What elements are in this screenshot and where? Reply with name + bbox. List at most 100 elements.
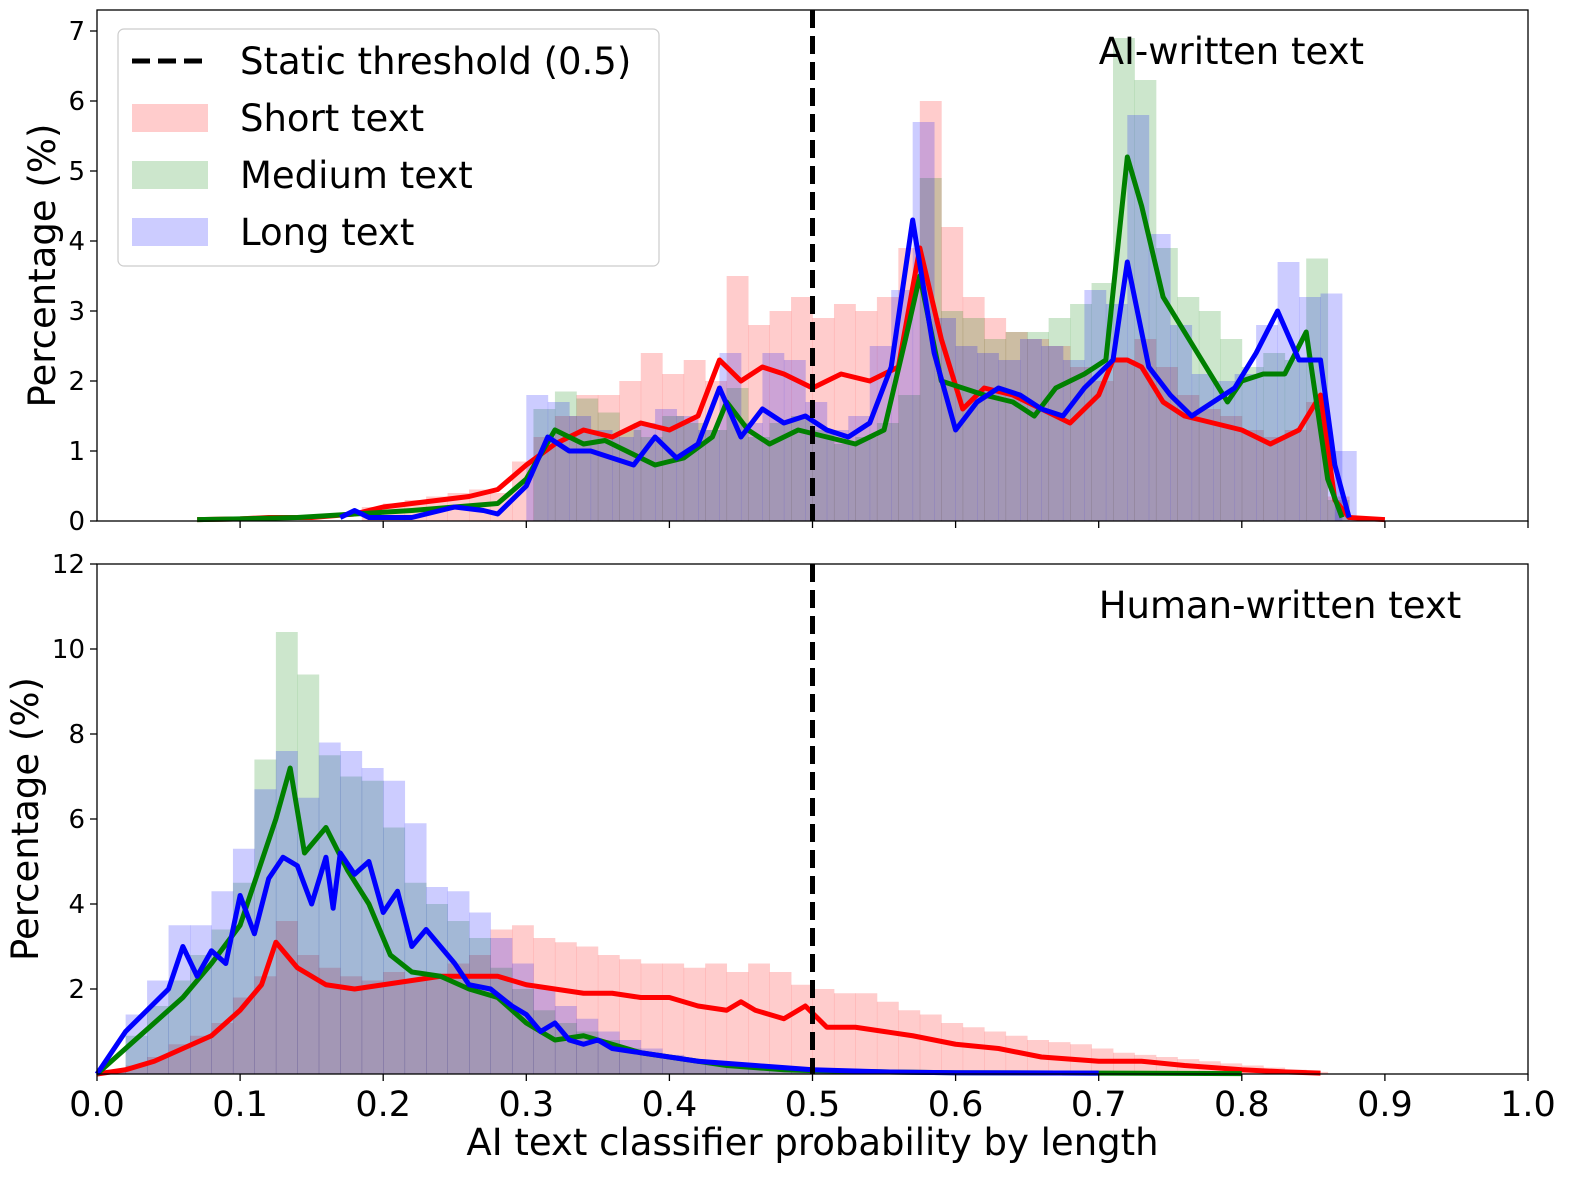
- human-written-short-text-hist-bar: [683, 967, 706, 1074]
- ai-written-medium-text-hist-bar: [876, 423, 899, 521]
- ai-written-y-tick-label: 2: [68, 367, 85, 397]
- human-written-short-text-hist-bar: [533, 938, 556, 1074]
- ai-written-medium-text-hist-bar: [855, 437, 878, 521]
- ai-written-long-text-hist-bar: [783, 360, 806, 521]
- legend: Static threshold (0.5) Short text Medium t…: [117, 28, 660, 267]
- human-written-short-text-hist-bar: [791, 984, 813, 1074]
- human-written-short-text-hist-bar: [662, 963, 685, 1074]
- ai-written-medium-text-hist-bar: [791, 416, 813, 521]
- ai-written-long-text-hist-bar: [547, 402, 570, 521]
- ai-written-short-text-hist-bar: [1241, 430, 1264, 521]
- ai-written-short-text-hist-bar: [791, 297, 813, 521]
- ai-written-medium-text-hist-bar: [898, 395, 921, 521]
- human-written-short-text-hist-bar: [426, 976, 448, 1074]
- human-written-short-text-hist-bar: [705, 963, 728, 1074]
- ai-written-long-text-hist-bar: [955, 346, 978, 521]
- ai-written-medium-text-hist-bar: [1241, 367, 1264, 521]
- ai-written-medium-text-hist-bar: [1263, 353, 1286, 521]
- human-written-x-tick-label: 0.9: [1357, 1085, 1413, 1125]
- ai-written-long-text-hist-bar: [1191, 374, 1214, 521]
- ai-written-short-text-hist-bar: [1091, 381, 1114, 521]
- ai-written-long-text-hist-bar: [1256, 325, 1278, 521]
- human-written-panel: 2 4 6 8 10 12 0.0 0.1 0.2 0.3 0.4 0.5 0.6 0.7 0.8 0.9 1…: [4, 550, 1556, 1125]
- human-written-x-tick-label: 0.3: [498, 1085, 554, 1125]
- human-written-x-tick-label: 0.6: [928, 1085, 984, 1125]
- human-written-y-tick-label: 12: [52, 550, 85, 580]
- ai-written-medium-text-hist-bar: [812, 430, 835, 521]
- human-written-medium-text-hist-bar: [726, 1065, 749, 1074]
- ai-written-short-text-hist-bar: [1284, 430, 1307, 521]
- ai-written-panel-title: AI-written text: [1099, 30, 1364, 73]
- human-written-short-text-hist-bar: [125, 1065, 148, 1074]
- legend-label-medium-text: Medium text: [240, 154, 473, 197]
- ai-written-medium-text-hist-bar: [984, 339, 1007, 521]
- human-written-long-text-hist-bar: [275, 751, 298, 1074]
- ai-written-long-text-hist-bar: [1213, 381, 1236, 521]
- human-written-x-tick-label: 0.1: [212, 1085, 268, 1125]
- ai-written-long-text-hist-bar: [1234, 374, 1257, 521]
- legend-swatch-short-text: [132, 104, 208, 132]
- ai-written-short-text-hist-bar: [769, 311, 792, 521]
- ai-written-short-text-density-line: [197, 245, 1386, 523]
- legend-items: Static threshold (0.5) Short text Medium t…: [132, 40, 631, 254]
- ai-written-short-text-hist-bar: [919, 101, 942, 521]
- human-written-medium-text-hist-bar: [340, 776, 363, 1074]
- human-written-short-text-hist-bar: [748, 963, 770, 1074]
- human-written-medium-text-hist-bar: [619, 1048, 642, 1074]
- human-written-long-text-hist-bar: [361, 768, 384, 1074]
- ai-written-short-text-hist-bar: [726, 276, 749, 521]
- ai-written-long-text-hist-bar: [891, 290, 914, 521]
- human-written-y-ticks: 2 4 6 8 10 12: [52, 550, 97, 1005]
- ai-written-long-text-hist-bar: [740, 423, 763, 521]
- ai-written-short-text-hist-bar: [576, 395, 599, 521]
- human-written-long-text-hist-bar: [211, 891, 234, 1074]
- human-written-medium-text-hist-bar: [297, 674, 320, 1074]
- human-written-y-tick-label: 8: [68, 720, 85, 750]
- ai-written-y-tick-label: 3: [68, 297, 85, 327]
- human-written-short-text-hist-bar: [361, 980, 384, 1074]
- legend-swatch-medium-text: [132, 161, 208, 189]
- human-written-medium-text-hist-bar: [211, 929, 234, 1074]
- human-written-short-text-hist-bar: [919, 1014, 942, 1074]
- ai-written-long-text-hist-bar: [998, 360, 1021, 521]
- human-written-short-text-hist-bar: [318, 967, 341, 1074]
- ai-written-short-text-hist-bar: [984, 318, 1007, 521]
- human-written-short-text-hist-bar: [962, 1027, 985, 1074]
- human-written-short-text-hist-bar: [640, 963, 663, 1074]
- ai-written-y-tick-label: 7: [68, 17, 85, 47]
- ai-written-medium-text-hist-bar: [662, 416, 685, 521]
- ai-written-short-text-hist-bar: [1198, 409, 1221, 521]
- human-written-short-text-hist-bar: [447, 963, 470, 1074]
- human-written-x-ticks: 0.0 0.1 0.2 0.3 0.4 0.5 0.6 0.7 0.8 0.9 1.0: [69, 1074, 1556, 1125]
- ai-written-medium-text-hist-bar: [769, 423, 792, 521]
- ai-written-short-text-hist-bar: [1027, 339, 1050, 521]
- ai-written-y-tick-label: 0: [68, 507, 85, 537]
- ai-written-medium-text-hist-bar: [1284, 360, 1307, 521]
- ai-written-medium-text-hist-bar: [705, 430, 728, 521]
- ai-written-long-text-hist-bar: [1020, 339, 1042, 521]
- human-written-density-lines: [94, 765, 1321, 1077]
- ai-written-panel: 0 1 2 3 4 5 6 7 AI-written text Percentage (%): [21, 9, 1529, 537]
- human-written-short-text-hist-bar: [232, 997, 255, 1074]
- ai-written-short-text-hist-bar: [1177, 395, 1200, 521]
- human-written-long-text-hist-bar: [597, 1031, 620, 1074]
- ai-written-short-text-hist-bar: [1263, 437, 1286, 521]
- ai-written-short-text-hist-bar: [898, 248, 921, 521]
- ai-written-short-text-hist-bar: [1005, 332, 1028, 521]
- human-written-short-text-hist-bar: [297, 955, 320, 1074]
- human-written-long-text-hist-bar: [318, 742, 341, 1074]
- ai-written-y-axis-label: Percentage (%): [21, 124, 64, 408]
- human-written-long-text-hist-bar: [232, 848, 255, 1074]
- human-written-short-text-hist-bar: [898, 1010, 921, 1074]
- ai-written-short-text-hist-bar: [683, 360, 706, 521]
- ai-written-long-text-hist-bar: [912, 122, 935, 521]
- human-written-short-text-hist-bar: [254, 976, 277, 1074]
- legend-swatch-long-text: [132, 218, 208, 246]
- human-written-short-text-hist-bar: [340, 976, 363, 1074]
- legend-label-static-threshold-0-5: Static threshold (0.5): [240, 40, 631, 83]
- human-written-medium-text-hist-bar: [361, 780, 384, 1074]
- human-written-medium-text-hist-bar: [662, 1059, 685, 1075]
- human-written-short-text-hist-bar: [984, 1031, 1007, 1074]
- human-written-x-tick-label: 0.4: [642, 1085, 698, 1125]
